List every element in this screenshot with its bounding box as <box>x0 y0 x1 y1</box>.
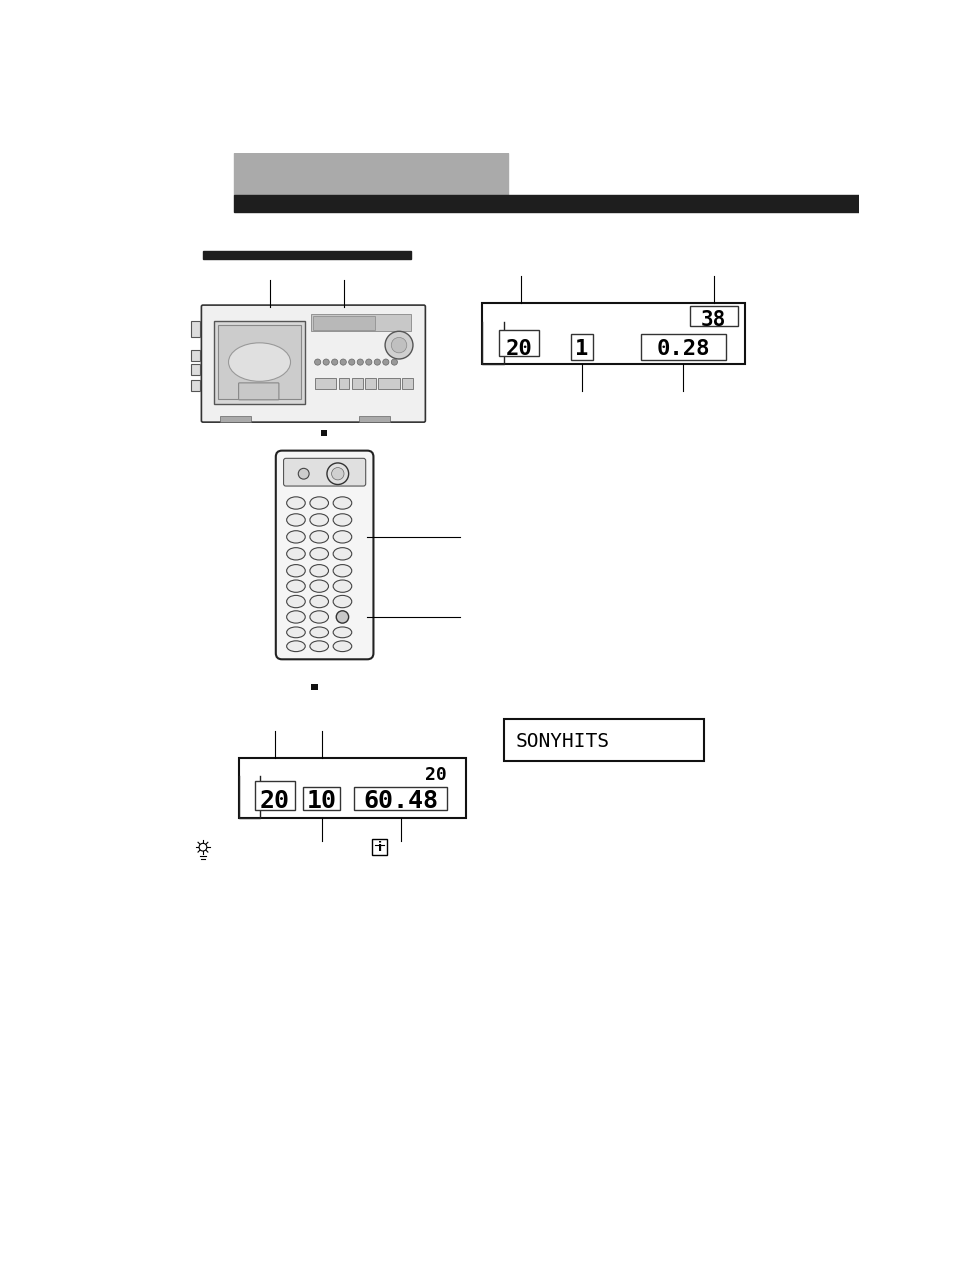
Text: i: i <box>377 842 381 855</box>
Bar <box>303 787 340 810</box>
Bar <box>313 315 375 329</box>
Ellipse shape <box>333 565 352 577</box>
Circle shape <box>385 331 413 359</box>
Ellipse shape <box>333 595 352 608</box>
Bar <box>220 416 251 422</box>
Text: 60.48: 60.48 <box>363 789 437 813</box>
Circle shape <box>323 359 329 365</box>
Circle shape <box>348 359 355 365</box>
FancyBboxPatch shape <box>238 383 278 399</box>
Ellipse shape <box>286 530 305 543</box>
Circle shape <box>332 468 344 480</box>
Ellipse shape <box>286 611 305 623</box>
Text: SONYHITS: SONYHITS <box>516 731 609 750</box>
Circle shape <box>382 359 389 365</box>
Ellipse shape <box>333 530 352 543</box>
Bar <box>233 153 507 195</box>
Bar <box>372 840 387 855</box>
Bar <box>191 380 199 391</box>
Circle shape <box>391 337 406 352</box>
Ellipse shape <box>229 343 291 382</box>
FancyBboxPatch shape <box>201 305 425 422</box>
Bar <box>203 251 410 259</box>
Bar <box>498 329 538 356</box>
Text: 20: 20 <box>260 789 290 813</box>
Ellipse shape <box>310 611 328 623</box>
Ellipse shape <box>286 595 305 608</box>
Bar <box>213 321 305 403</box>
Ellipse shape <box>333 627 352 637</box>
Circle shape <box>340 359 346 365</box>
Bar <box>377 378 399 389</box>
Ellipse shape <box>286 641 305 651</box>
Ellipse shape <box>333 580 352 593</box>
Circle shape <box>365 359 372 365</box>
FancyBboxPatch shape <box>275 450 373 659</box>
Ellipse shape <box>333 514 352 527</box>
Bar <box>359 416 390 422</box>
Ellipse shape <box>286 548 305 560</box>
Bar <box>504 719 703 761</box>
Ellipse shape <box>333 548 352 560</box>
Bar <box>354 787 447 810</box>
Circle shape <box>314 359 320 365</box>
Ellipse shape <box>333 497 352 509</box>
Ellipse shape <box>286 497 305 509</box>
Text: 20: 20 <box>425 766 447 784</box>
FancyBboxPatch shape <box>283 458 365 486</box>
Circle shape <box>374 359 380 365</box>
Bar <box>191 350 199 360</box>
Bar <box>311 314 410 331</box>
Bar <box>191 364 199 375</box>
Circle shape <box>199 843 207 851</box>
Circle shape <box>335 611 348 623</box>
Bar <box>239 758 465 818</box>
Ellipse shape <box>310 530 328 543</box>
Ellipse shape <box>286 580 305 593</box>
Bar <box>314 378 335 389</box>
Ellipse shape <box>310 595 328 608</box>
Text: 38: 38 <box>700 309 725 329</box>
Ellipse shape <box>333 641 352 651</box>
Ellipse shape <box>310 641 328 651</box>
Ellipse shape <box>286 627 305 637</box>
Bar <box>233 195 858 212</box>
Bar <box>191 321 199 337</box>
Ellipse shape <box>310 565 328 577</box>
Circle shape <box>327 463 348 485</box>
Bar <box>352 378 362 389</box>
Ellipse shape <box>310 627 328 637</box>
Text: 1: 1 <box>575 340 588 359</box>
Ellipse shape <box>310 548 328 560</box>
Circle shape <box>391 359 397 365</box>
Text: 10: 10 <box>306 789 336 813</box>
Ellipse shape <box>310 580 328 593</box>
Text: 0.28: 0.28 <box>656 340 709 359</box>
Bar <box>481 303 744 364</box>
Ellipse shape <box>286 565 305 577</box>
Circle shape <box>332 359 337 365</box>
Bar <box>365 378 375 389</box>
Ellipse shape <box>310 497 328 509</box>
Bar <box>402 378 413 389</box>
Bar <box>571 333 592 360</box>
Bar <box>320 430 327 436</box>
Circle shape <box>356 359 363 365</box>
Bar <box>254 781 294 810</box>
Circle shape <box>298 468 309 480</box>
Bar <box>311 684 317 691</box>
Text: 20: 20 <box>505 340 532 359</box>
Bar <box>640 333 725 360</box>
Bar <box>218 326 300 399</box>
Bar <box>689 305 737 326</box>
Ellipse shape <box>286 514 305 527</box>
Bar <box>338 378 349 389</box>
Ellipse shape <box>310 514 328 527</box>
